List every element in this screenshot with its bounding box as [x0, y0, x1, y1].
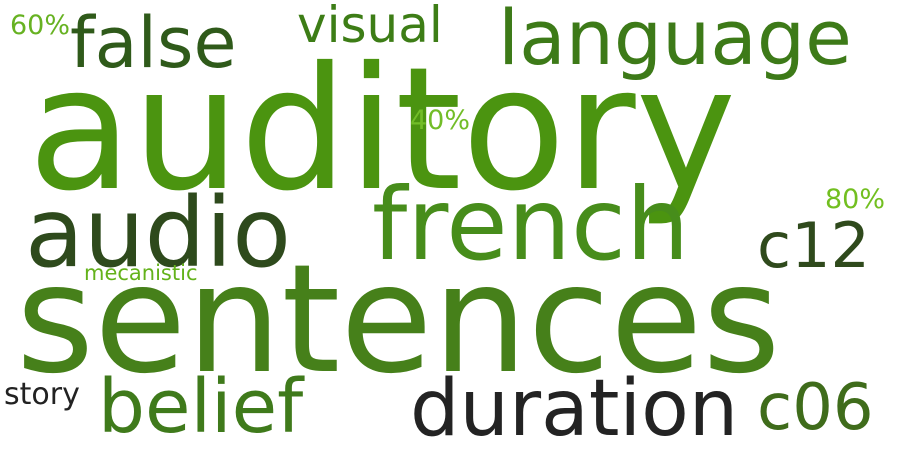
word-duration: duration: [410, 364, 739, 450]
word-visual: visual: [297, 0, 443, 54]
word-audio: audio: [25, 177, 292, 289]
word-language: language: [498, 0, 852, 82]
word-story: story: [4, 377, 80, 412]
word-sentences: sentences: [16, 233, 781, 407]
word-french: french: [372, 166, 690, 283]
word-mecanistic: mecanistic: [84, 261, 198, 285]
word-40-percent: 40%: [410, 105, 471, 136]
word-auditory: auditory: [28, 31, 737, 229]
word-c06: c06: [757, 371, 874, 445]
word-false: false: [70, 2, 237, 84]
word-c12: c12: [757, 209, 870, 282]
word-60-percent: 60%: [10, 10, 71, 41]
word-belief: belief: [98, 364, 304, 450]
word-80-percent: 80%: [825, 184, 886, 215]
